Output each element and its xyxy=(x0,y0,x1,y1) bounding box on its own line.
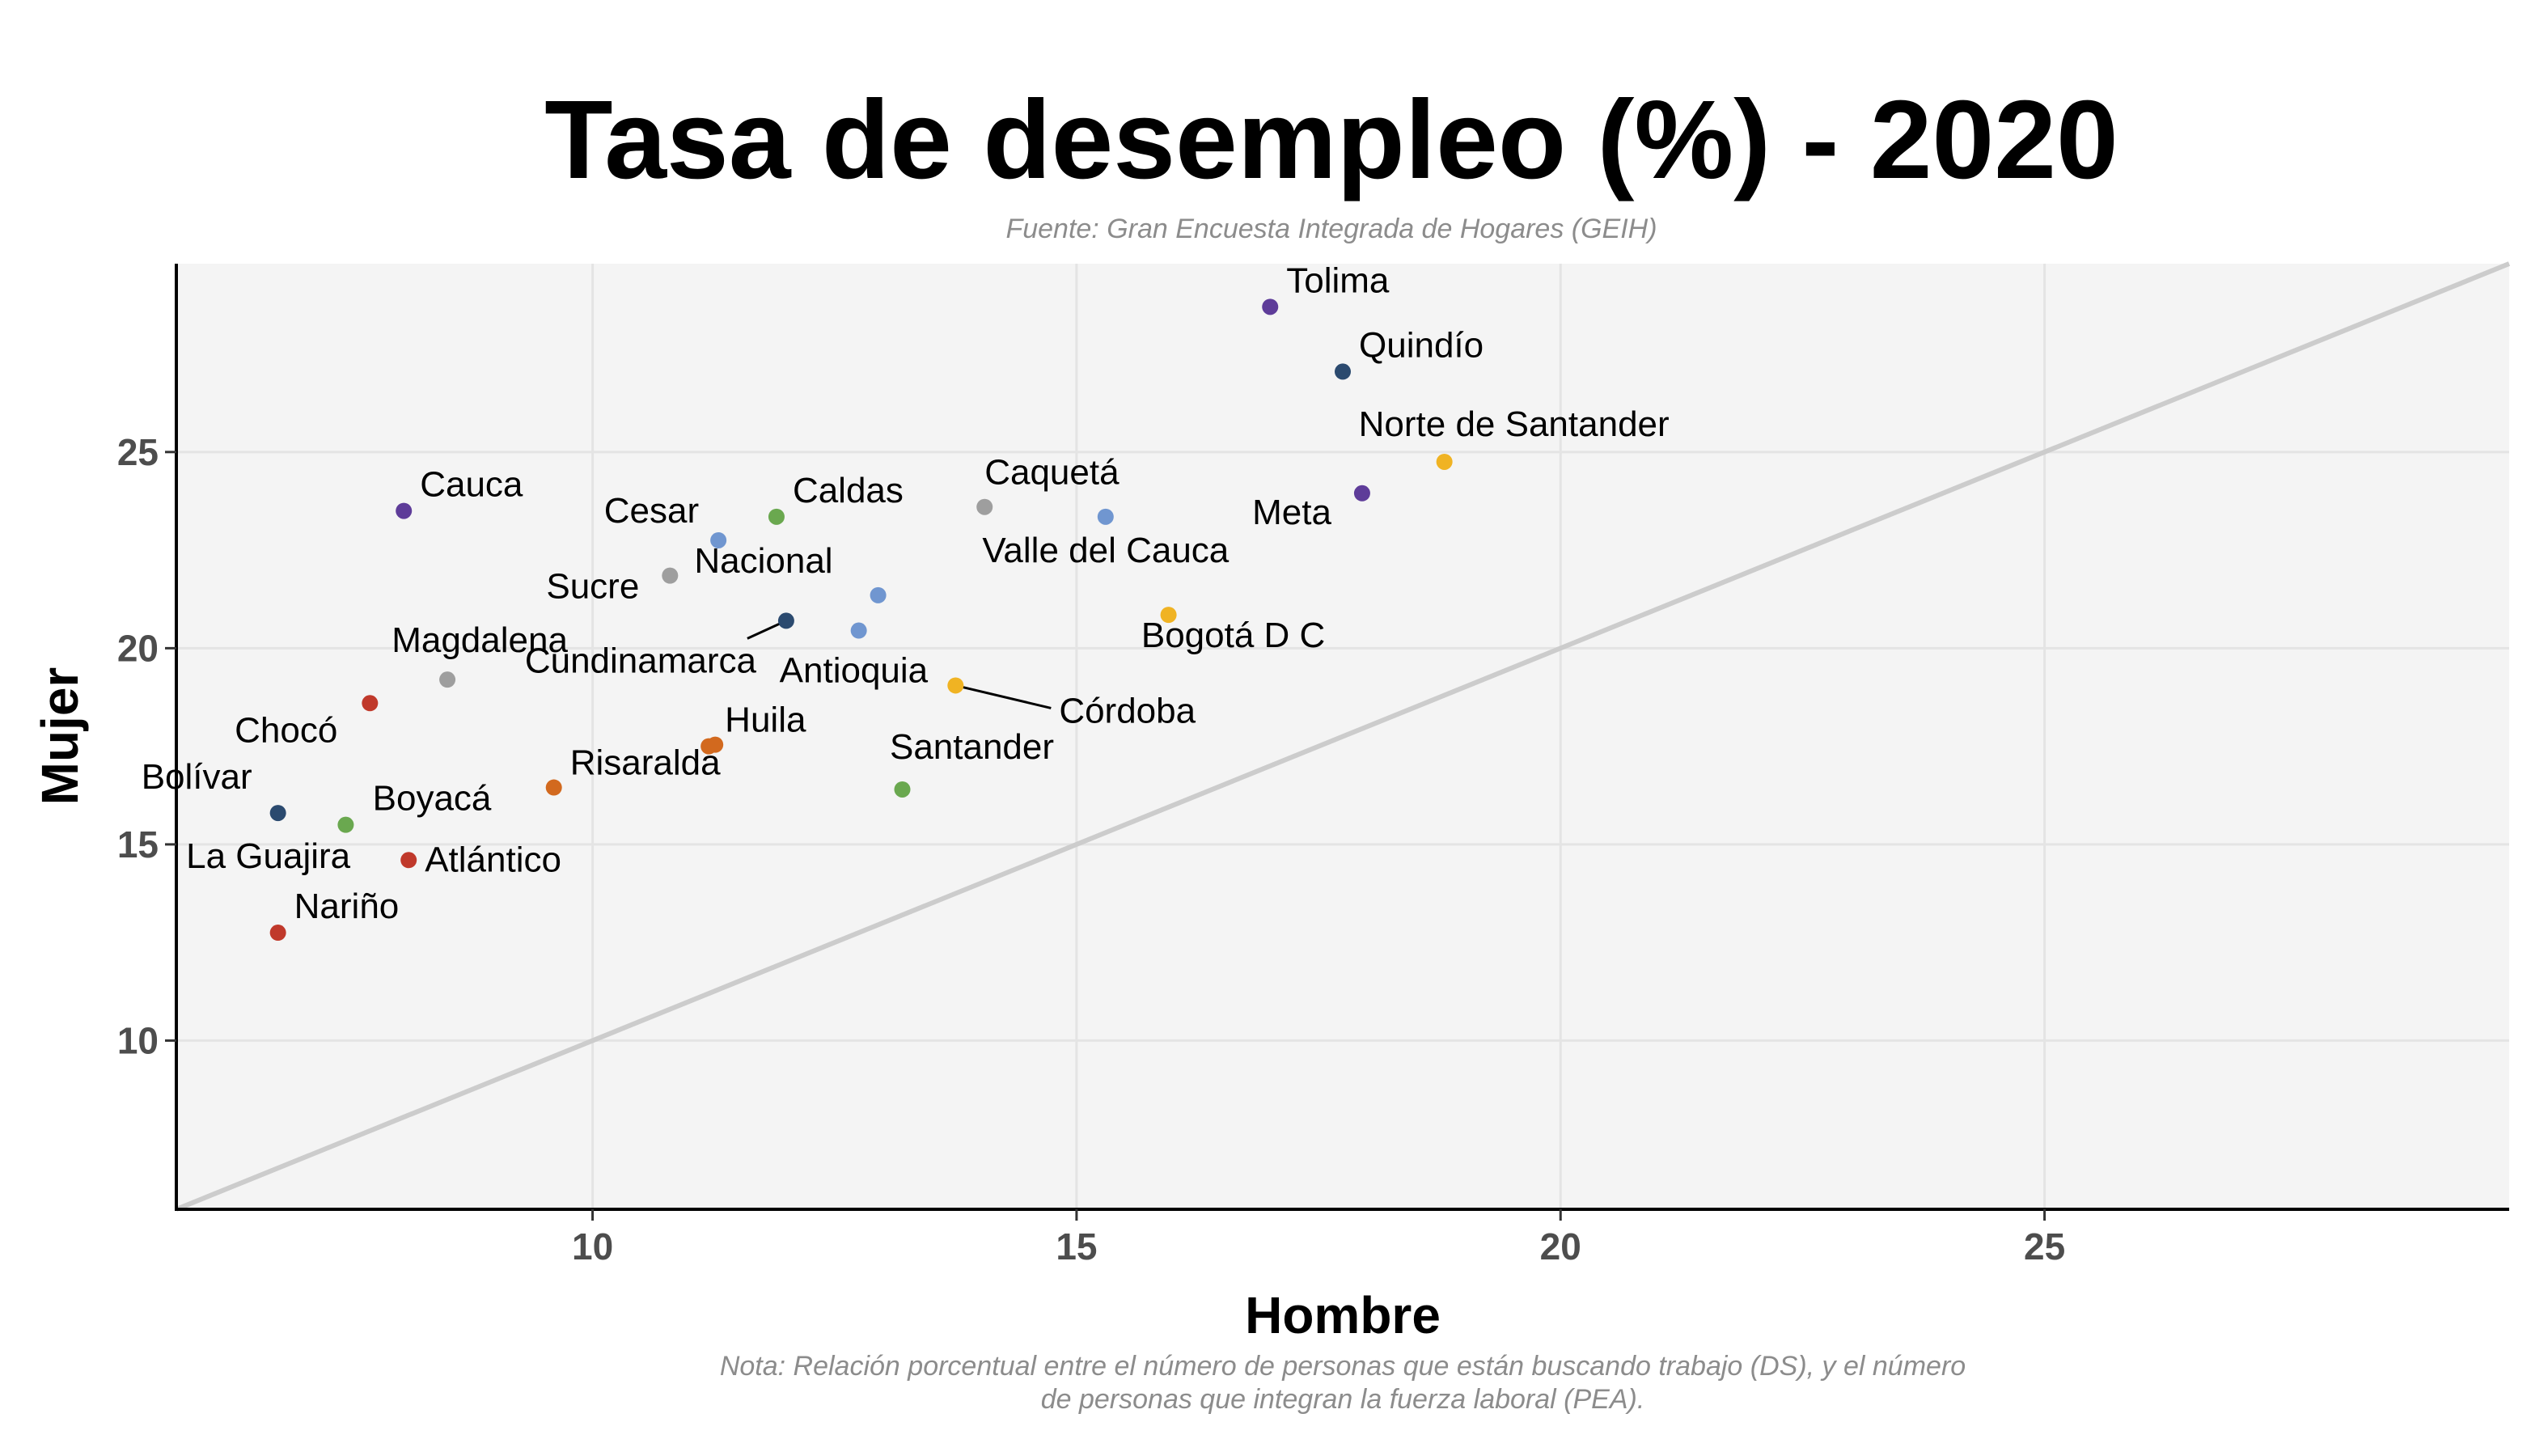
data-point xyxy=(710,531,727,548)
reference-line-y-equals-x xyxy=(175,261,2511,1212)
x-tick-label: 10 xyxy=(572,1225,613,1268)
point-label: Sucre xyxy=(546,567,639,607)
x-axis-ticks: 10 15 20 25 xyxy=(572,1209,2065,1268)
point-label: Antioquia xyxy=(780,651,929,691)
point-label: Huila xyxy=(725,700,806,740)
point-label: La Guajira xyxy=(186,836,351,876)
data-point xyxy=(396,502,413,519)
y-axis-title: Mujer xyxy=(31,667,89,806)
data-point xyxy=(337,816,354,833)
point-label: Caldas xyxy=(793,471,904,510)
point-label: Tolima xyxy=(1286,260,1390,300)
data-point xyxy=(662,567,679,584)
x-tick-label: 15 xyxy=(1056,1225,1097,1268)
data-point xyxy=(850,622,867,639)
point-label: Valle del Cauca xyxy=(982,531,1229,570)
point-label: Córdoba xyxy=(1059,691,1196,730)
y-tick-label: 20 xyxy=(117,627,159,669)
point-label: Bolívar xyxy=(142,757,252,797)
data-point xyxy=(777,612,794,629)
data-point xyxy=(400,852,417,869)
data-points xyxy=(269,298,1453,942)
point-label: Cesar xyxy=(604,491,699,531)
point-label: Santander xyxy=(890,727,1054,767)
data-point xyxy=(1353,485,1370,502)
caption-line-1: Nota: Relación porcentual entre el númer… xyxy=(720,1351,1966,1382)
y-tick-label: 25 xyxy=(117,431,159,473)
x-axis-title: Hombre xyxy=(1245,1286,1441,1344)
x-tick-label: 25 xyxy=(2024,1225,2065,1268)
x-tick-label: 20 xyxy=(1540,1225,1581,1268)
data-point xyxy=(1097,508,1114,525)
data-point xyxy=(894,781,911,798)
point-label: Magdalena xyxy=(392,620,568,660)
point-label: Boyacá xyxy=(373,779,492,819)
point-label: Atlántico xyxy=(425,840,561,879)
data-point xyxy=(947,677,964,694)
point-label: Nariño xyxy=(294,887,400,926)
point-label: Cundinamarca xyxy=(525,641,757,680)
data-point xyxy=(439,671,456,688)
data-point xyxy=(269,805,286,822)
point-label: Cauca xyxy=(420,465,523,505)
y-tick-label: 10 xyxy=(117,1019,159,1061)
leader-line xyxy=(954,684,1052,709)
data-point xyxy=(362,695,379,712)
point-label: Caquetá xyxy=(984,453,1120,493)
chart-subtitle: Fuente: Gran Encuesta Integrada de Hogar… xyxy=(1005,214,1657,244)
data-point xyxy=(1160,607,1177,624)
y-tick-label: 15 xyxy=(117,823,159,866)
point-label: Bogotá D C xyxy=(1141,616,1325,655)
data-point xyxy=(707,736,724,753)
chart-title: Tasa de desempleo (%) - 2020 xyxy=(544,78,2118,202)
point-label: Chocó xyxy=(235,710,337,750)
point-labels: Tolima Quindío Norte de Santander Meta Cauca… xyxy=(142,260,1670,926)
data-point xyxy=(870,586,887,603)
grid-lines xyxy=(176,264,2509,1209)
data-point xyxy=(1262,298,1279,315)
data-point xyxy=(768,508,785,525)
data-point xyxy=(976,498,993,515)
point-label: Risaralda xyxy=(570,743,721,783)
data-point xyxy=(269,925,286,942)
data-point xyxy=(545,779,562,796)
point-label: Meta xyxy=(1252,493,1331,532)
point-label: Quindío xyxy=(1359,325,1484,365)
y-axis-ticks: 10 15 20 25 xyxy=(117,431,176,1061)
point-label: Norte de Santander xyxy=(1359,404,1670,444)
caption-line-2: de personas que integran la fuerza labor… xyxy=(1041,1384,1645,1415)
data-point xyxy=(1335,363,1351,380)
data-point xyxy=(1436,453,1453,470)
point-label: Nacional xyxy=(694,541,832,581)
